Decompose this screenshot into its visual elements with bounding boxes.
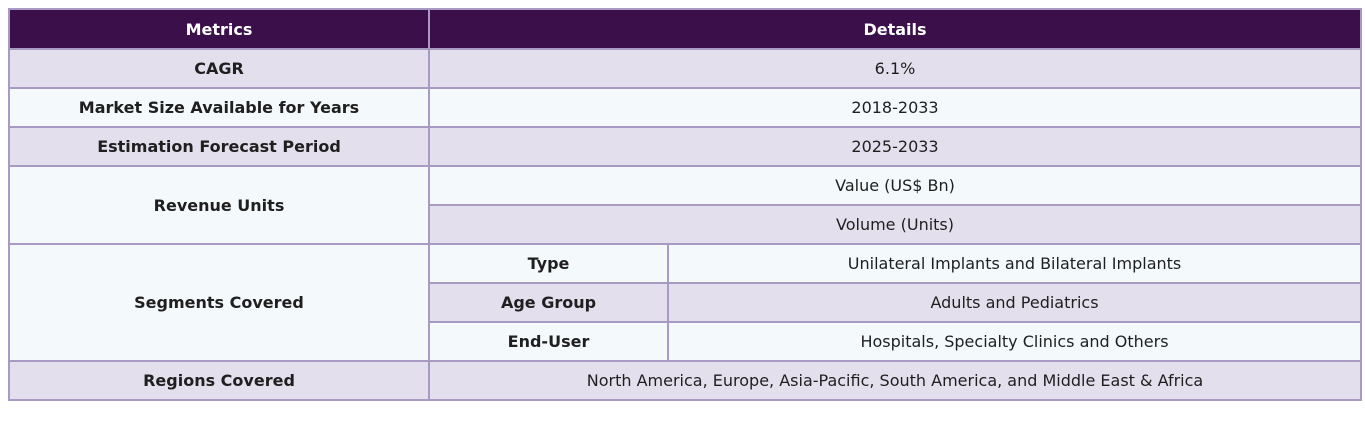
table-row-cagr: CAGR 6.1% xyxy=(8,48,1363,89)
header-metrics: Metrics xyxy=(8,8,430,50)
report-metrics-table: Metrics Details CAGR 6.1% Market Size Av… xyxy=(8,8,1363,401)
segment-age-group-name: Age Group xyxy=(428,282,669,323)
header-details: Details xyxy=(427,8,1363,50)
report-metrics-table-container: Metrics Details CAGR 6.1% Market Size Av… xyxy=(8,8,1363,401)
table-header-row: Metrics Details xyxy=(8,8,1363,50)
segment-type-value: Unilateral Implants and Bilateral Implan… xyxy=(666,243,1363,284)
market-size-label: Market Size Available for Years xyxy=(8,87,430,128)
segment-end-user-name: End-User xyxy=(428,321,669,362)
table-row-forecast: Estimation Forecast Period 2025-2033 xyxy=(8,126,1363,167)
table-row-segment-type: Segments Covered Type Unilateral Implant… xyxy=(8,243,1363,362)
table-row-regions: Regions Covered North America, Europe, A… xyxy=(8,360,1363,401)
market-size-value: 2018-2033 xyxy=(427,87,1363,128)
segments-label: Segments Covered xyxy=(8,243,430,362)
cagr-label: CAGR xyxy=(8,48,430,89)
revenue-units-value-1: Value (US$ Bn) xyxy=(427,165,1363,206)
revenue-units-label: Revenue Units xyxy=(8,165,430,245)
table-row-segment-end-user: End-User Hospitals, Specialty Clinics an… xyxy=(9,321,1363,362)
table-row-revenue-units: Revenue Units Value (US$ Bn) xyxy=(8,165,1363,245)
table-row-market-size: Market Size Available for Years 2018-203… xyxy=(8,87,1363,128)
segment-end-user-value: Hospitals, Specialty Clinics and Others xyxy=(666,321,1363,362)
forecast-value: 2025-2033 xyxy=(427,126,1363,167)
forecast-label: Estimation Forecast Period xyxy=(8,126,430,167)
revenue-units-value-2: Volume (Units) xyxy=(427,204,1363,245)
segment-age-group-value: Adults and Pediatrics xyxy=(666,282,1363,323)
table-row-revenue-units-2: Volume (Units) xyxy=(9,204,1363,245)
regions-value: North America, Europe, Asia-Pacific, Sou… xyxy=(427,360,1363,401)
cagr-value: 6.1% xyxy=(427,48,1363,89)
segment-type-name: Type xyxy=(428,243,669,284)
table-row-segment-age-group: Age Group Adults and Pediatrics xyxy=(9,282,1363,323)
regions-label: Regions Covered xyxy=(8,360,430,401)
